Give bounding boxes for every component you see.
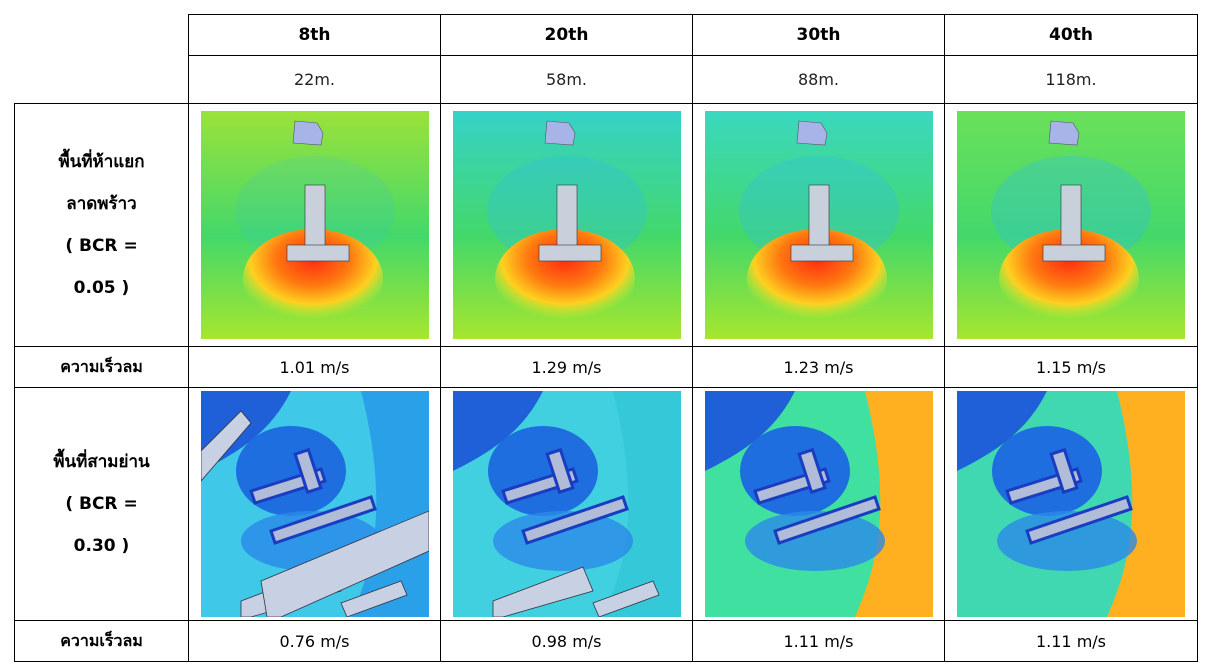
wind-simulation-image	[957, 391, 1185, 617]
simulation-cell	[441, 104, 693, 347]
height-cell: 88m.	[693, 56, 945, 104]
speed-cell: 1.01 m/s	[189, 347, 441, 388]
building	[287, 245, 349, 261]
building	[557, 185, 577, 251]
simulation-cell	[441, 388, 693, 621]
speed-label: ความเร็วลม	[15, 621, 189, 662]
speed-row: ความเร็วลม 1.01 m/s 1.29 m/s 1.23 m/s 1.…	[15, 347, 1198, 388]
speed-cell: 0.76 m/s	[189, 621, 441, 662]
wake-zone	[488, 426, 598, 516]
level-header: 20th	[441, 15, 693, 56]
level-header: 30th	[693, 15, 945, 56]
simulation-cell	[693, 104, 945, 347]
simulation-cell	[189, 388, 441, 621]
speed-cell: 1.11 m/s	[945, 621, 1198, 662]
building	[1061, 185, 1081, 251]
height-row: 22m. 58m. 88m. 118m.	[15, 56, 1198, 104]
wake-zone	[740, 426, 850, 516]
name-line: 0.05 )	[15, 267, 188, 309]
speed-cell: 1.23 m/s	[693, 347, 945, 388]
speed-label: ความเร็วลม	[15, 347, 189, 388]
wake-zone	[236, 426, 346, 516]
name-line: 0.30 )	[15, 525, 188, 567]
speed-cell: 1.15 m/s	[945, 347, 1198, 388]
name-line: พื้นที่ห้าแยก	[15, 141, 188, 183]
wind-simulation-image	[201, 111, 429, 339]
speed-cell: 0.98 m/s	[441, 621, 693, 662]
height-cell: 118m.	[945, 56, 1198, 104]
name-line: ( BCR =	[15, 225, 188, 267]
speed-cell: 1.11 m/s	[693, 621, 945, 662]
site-row: พื้นที่ห้าแยก ลาดพร้าว ( BCR = 0.05 )	[15, 104, 1198, 347]
site-row: พื้นที่สามย่าน ( BCR = 0.30 )	[15, 388, 1198, 621]
name-line: พื้นที่สามย่าน	[15, 441, 188, 483]
level-header: 40th	[945, 15, 1198, 56]
simulation-cell	[945, 388, 1198, 621]
wind-simulation-image	[705, 391, 933, 617]
wind-simulation-image	[705, 111, 933, 339]
building	[791, 245, 853, 261]
page: 8th 20th 30th 40th 22m. 58m. 88m. 118m. …	[0, 0, 1212, 671]
wind-simulation-image	[201, 391, 429, 617]
site-name: พื้นที่ห้าแยก ลาดพร้าว ( BCR = 0.05 )	[15, 104, 189, 347]
wind-simulation-image	[453, 391, 681, 617]
site-name: พื้นที่สามย่าน ( BCR = 0.30 )	[15, 388, 189, 621]
wake-zone	[992, 426, 1102, 516]
building	[809, 185, 829, 251]
simulation-cell	[945, 104, 1198, 347]
results-table: 8th 20th 30th 40th 22m. 58m. 88m. 118m. …	[14, 14, 1198, 662]
simulation-cell	[189, 104, 441, 347]
building	[1043, 245, 1105, 261]
wind-simulation-image	[957, 111, 1185, 339]
speed-row: ความเร็วลม 0.76 m/s 0.98 m/s 1.11 m/s 1.…	[15, 621, 1198, 662]
building	[305, 185, 325, 251]
name-line: ( BCR =	[15, 483, 188, 525]
speed-cell: 1.29 m/s	[441, 347, 693, 388]
building	[539, 245, 601, 261]
level-header: 8th	[189, 15, 441, 56]
height-cell: 58m.	[441, 56, 693, 104]
header-row: 8th 20th 30th 40th	[15, 15, 1198, 56]
simulation-cell	[693, 388, 945, 621]
name-line: ลาดพร้าว	[15, 183, 188, 225]
height-cell: 22m.	[189, 56, 441, 104]
empty-cell	[15, 15, 189, 104]
wind-simulation-image	[453, 111, 681, 339]
